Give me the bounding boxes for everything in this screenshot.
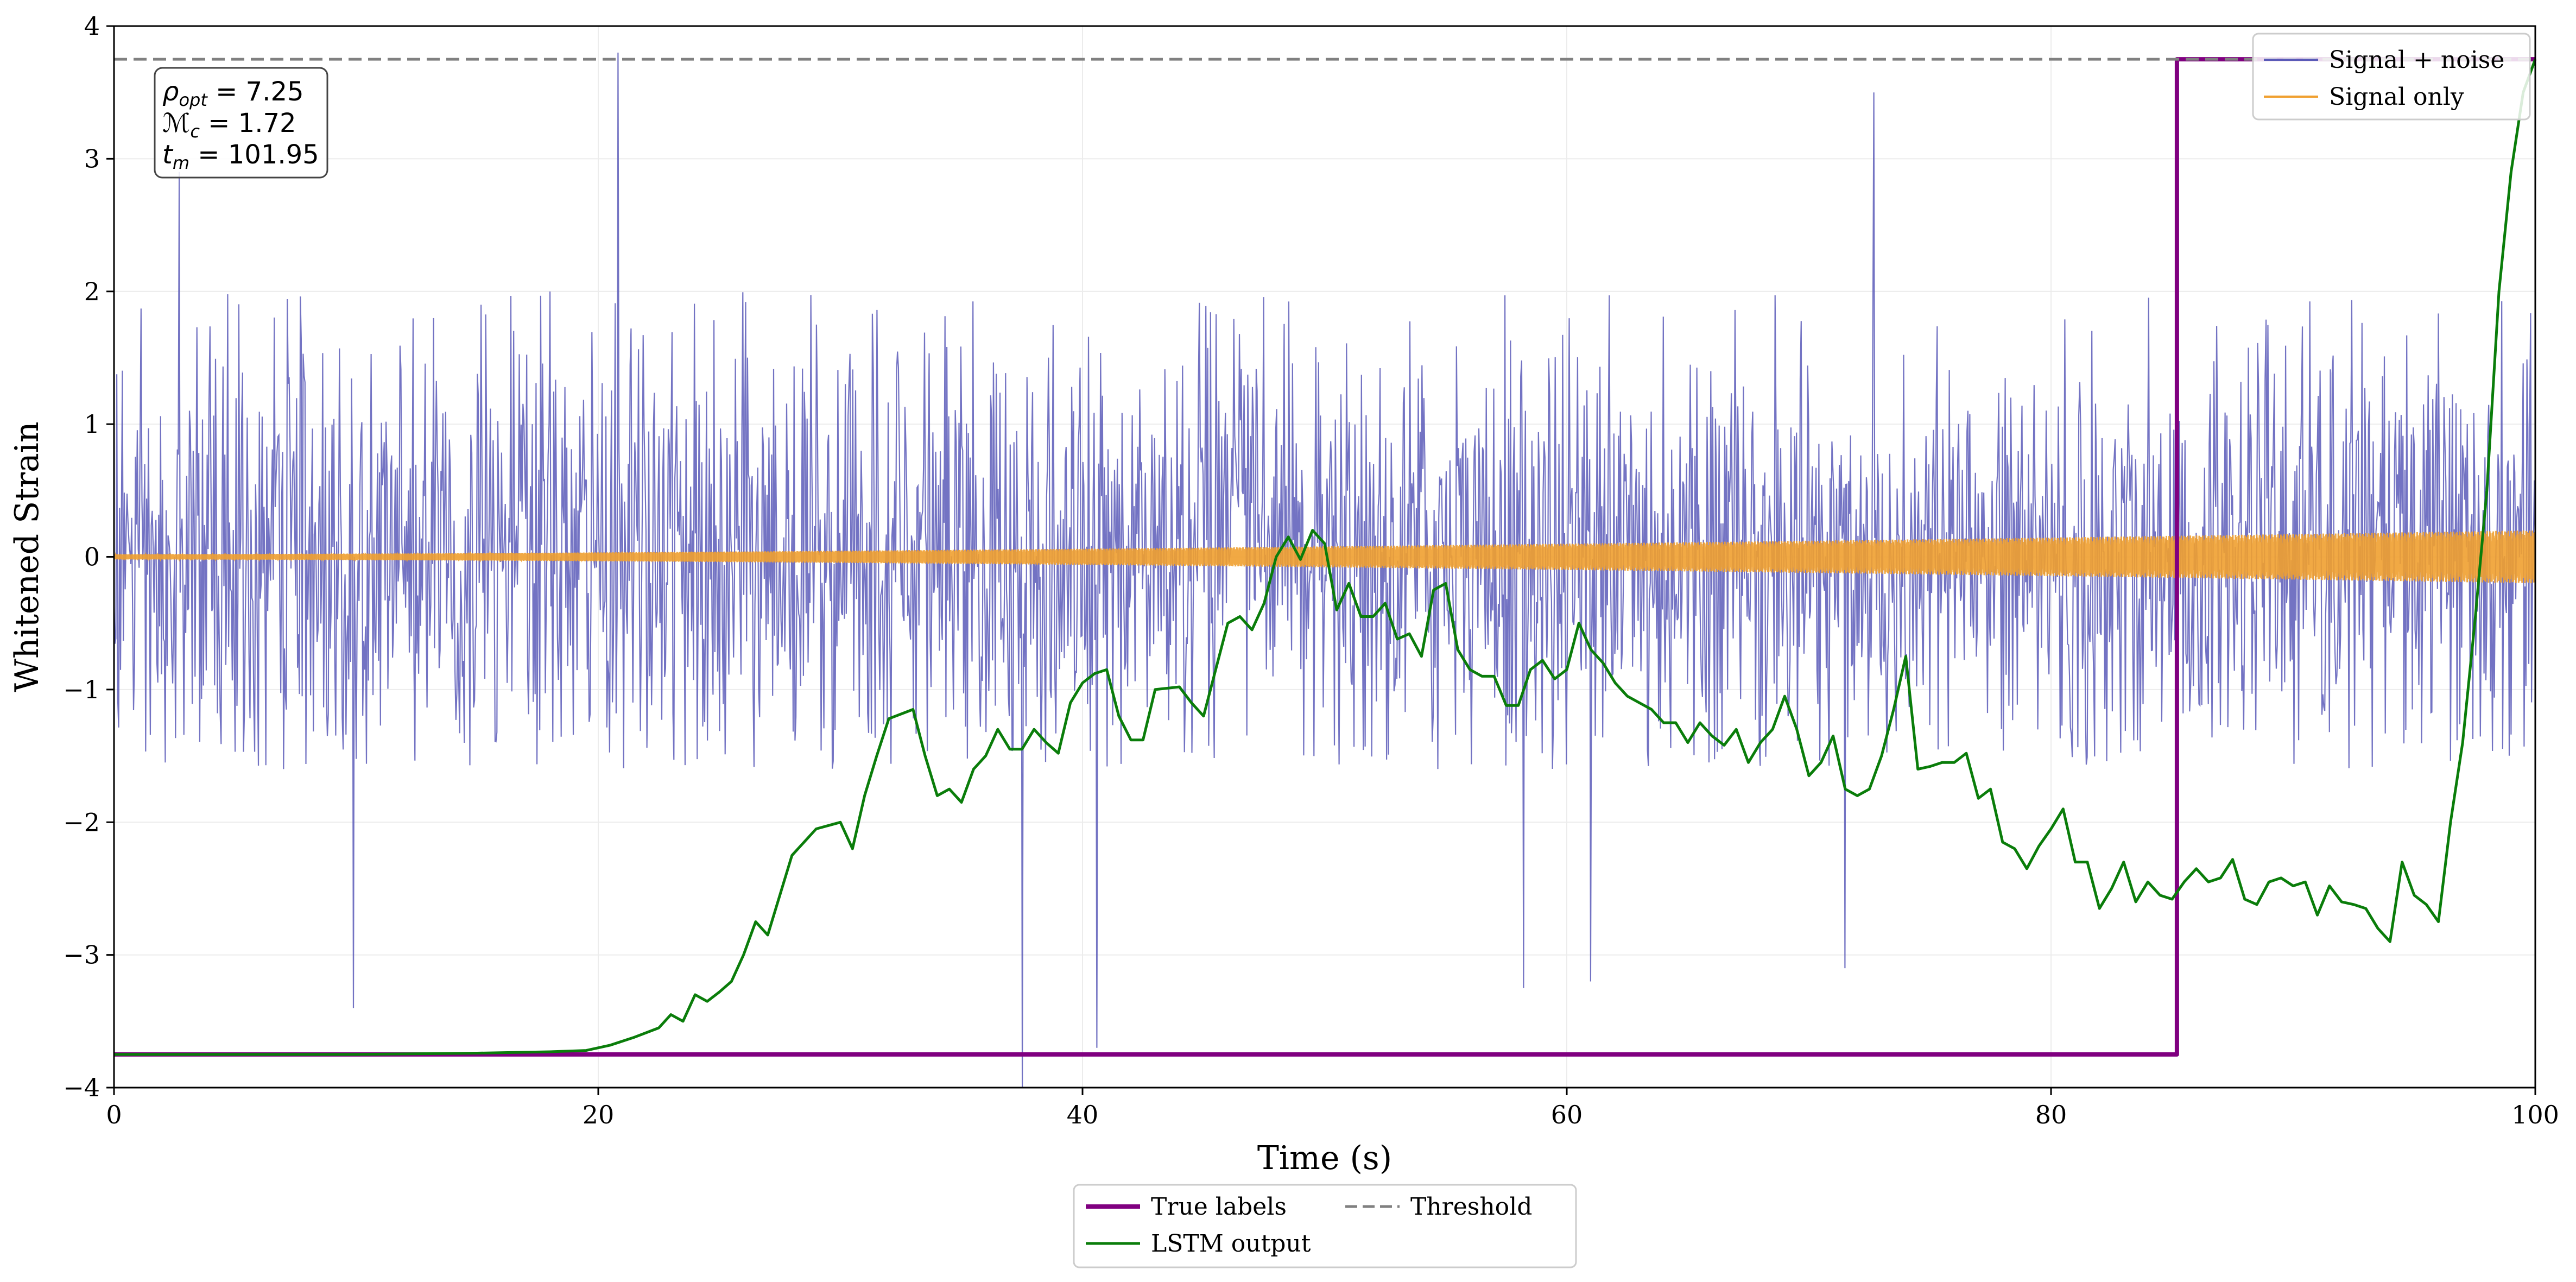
y-tick-label: −2: [63, 807, 100, 837]
lstm-output-series: [114, 59, 2537, 1056]
legend-label: True labels: [1151, 1193, 1287, 1221]
legend-label: Signal only: [2329, 83, 2464, 111]
annotation-line-0: ρopt = 7.25: [162, 77, 304, 110]
legend-label: Threshold: [1410, 1193, 1532, 1221]
y-tick-label: −4: [63, 1073, 100, 1102]
signal-noise-line: [113, 52, 2536, 1088]
legend-frame: [1073, 1184, 1577, 1268]
legend-label: LSTM output: [1151, 1230, 1311, 1258]
x-tick-label: 100: [2511, 1100, 2559, 1129]
y-tick-label: 4: [84, 11, 100, 41]
y-axis-title: Whitened Strain: [8, 421, 46, 692]
annotation-line-1: ℳc = 1.72: [162, 108, 296, 142]
y-tick-label: −1: [63, 675, 100, 704]
legend-label: Signal + noise: [2329, 46, 2504, 74]
lstm-output-line: [114, 59, 2537, 1056]
x-tick-label: 80: [2035, 1100, 2067, 1129]
annotation-line-2: tm = 101.95: [162, 140, 319, 173]
x-tick-label: 60: [1551, 1100, 1583, 1129]
y-tick-label: 2: [84, 277, 100, 306]
x-tick-label: 20: [583, 1100, 615, 1129]
legend-top-right: Signal + noise Signal only: [2252, 33, 2531, 121]
y-tick-label: 3: [84, 144, 100, 173]
legend-bottom: True labels LSTM output Threshold: [1073, 1184, 1577, 1268]
legend-frame: [2252, 33, 2531, 121]
annotation-box: [154, 67, 328, 179]
y-tick-label: −3: [63, 940, 100, 970]
x-axis-title: Time (s): [1257, 1139, 1392, 1177]
x-tick-label: 0: [106, 1100, 122, 1129]
x-axis: 0 20 40 60 80 100: [106, 1088, 2559, 1129]
y-axis: −4 −3 −2 −1 0 1 2 3 4: [63, 11, 114, 1102]
y-tick-label: 0: [84, 542, 100, 572]
signal-noise-series: [113, 52, 2536, 1088]
y-tick-label: 1: [84, 409, 100, 439]
x-tick-label: 40: [1067, 1100, 1099, 1129]
